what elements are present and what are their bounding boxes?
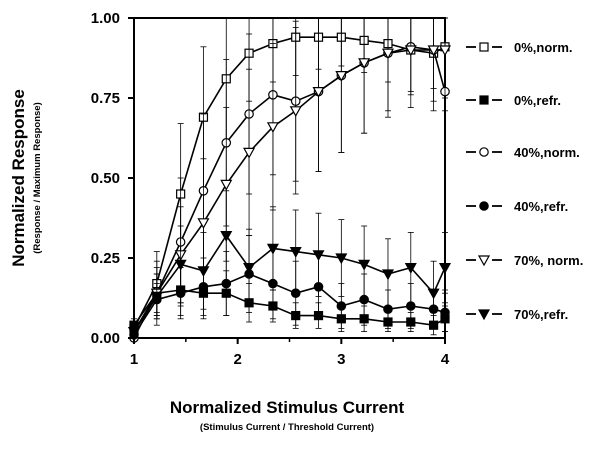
- legend-label: 70%,refr.: [514, 307, 568, 322]
- data-point: [358, 58, 371, 70]
- y-tick-label: 0.00: [91, 330, 120, 347]
- data-point: [427, 288, 440, 300]
- data-point: [427, 45, 440, 57]
- legend-label: 0%,norm.: [514, 40, 573, 55]
- y-tick-label: 1.00: [91, 10, 120, 27]
- legend: 0%,norm. 0%,refr. 40%,norm. 40%,refr. 70%, n…: [466, 40, 583, 322]
- data-point: [336, 301, 347, 311]
- legend-marker: [479, 201, 489, 211]
- data-point: [438, 263, 452, 274]
- x-tick-label: 4: [441, 351, 450, 368]
- x-tick-label: 2: [233, 351, 241, 368]
- y-axis-subtitle: (Response / Maximum Response): [32, 102, 43, 254]
- data-point: [440, 307, 450, 318]
- y-axis-title: Normalized Response: [9, 89, 28, 267]
- x-tick-label: 3: [337, 351, 345, 368]
- data-point: [197, 218, 210, 230]
- legend-label: 70%, norm.: [514, 253, 583, 268]
- data-point: [243, 263, 256, 274]
- legend-label: 40%,refr.: [514, 199, 568, 214]
- legend-item-4: 70%, norm.: [466, 253, 583, 268]
- legend-item-5: 70%,refr.: [466, 307, 568, 322]
- legend-marker: [479, 147, 489, 157]
- series-1: [129, 263, 450, 336]
- x-axis-title: Normalized Stimulus Current: [170, 398, 405, 417]
- legend-marker: [477, 309, 491, 321]
- y-tick-label: 0.75: [91, 90, 120, 107]
- data-point: [220, 179, 233, 191]
- data-point: [197, 266, 210, 278]
- data-point: [335, 70, 348, 82]
- y-tick-label: 0.50: [91, 170, 120, 187]
- legend-item-1: 0%,refr.: [466, 93, 561, 108]
- legend-marker: [479, 95, 489, 105]
- legend-item-2: 40%,norm.: [466, 145, 580, 160]
- series-5: [127, 190, 452, 338]
- data-point: [381, 48, 395, 60]
- series-4: [127, 17, 452, 338]
- y-tick-label: 0.25: [91, 250, 120, 267]
- data-point: [289, 106, 302, 118]
- x-axis-subtitle: (Stimulus Current / Threshold Current): [200, 422, 374, 433]
- legend-marker: [479, 42, 489, 52]
- legend-item-3: 40%,refr.: [466, 199, 568, 214]
- x-tick-label: 1: [130, 351, 138, 368]
- legend-label: 0%,refr.: [514, 93, 561, 108]
- chart-marks: [127, 17, 452, 343]
- chart-axes: 1 2 3 4 0.00 0.25 0.50 0.75 1.00: [91, 10, 450, 368]
- legend-item-0: 0%,norm.: [466, 40, 573, 55]
- data-point: [358, 259, 371, 271]
- data-point: [404, 263, 417, 274]
- data-point: [150, 291, 163, 303]
- data-point: [127, 327, 141, 338]
- data-point: [335, 253, 348, 265]
- data-point: [220, 231, 233, 242]
- data-point: [438, 45, 452, 57]
- data-point: [266, 243, 279, 255]
- legend-label: 40%,norm.: [514, 145, 580, 160]
- data-point: [312, 250, 325, 262]
- data-point: [404, 45, 417, 57]
- data-point: [381, 269, 395, 281]
- legend-marker: [477, 255, 491, 267]
- data-point: [266, 122, 279, 134]
- data-point: [174, 259, 187, 271]
- data-point: [312, 86, 325, 98]
- data-point: [289, 247, 302, 258]
- data-point: [243, 147, 256, 159]
